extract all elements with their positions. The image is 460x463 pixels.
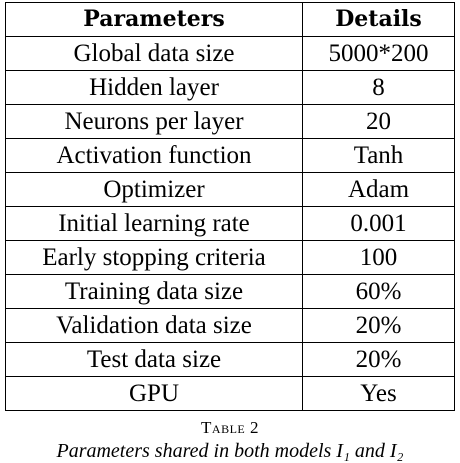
parameter-cell: Global data size <box>5 36 303 71</box>
parameter-cell: GPU <box>5 376 303 411</box>
detail-cell: Adam <box>302 172 455 207</box>
parameter-cell: Activation function <box>5 138 303 173</box>
parameter-cell: Neurons per layer <box>5 104 303 139</box>
detail-cell: 20 <box>302 104 455 139</box>
detail-cell: 0.001 <box>302 206 455 241</box>
table-row: Test data size 20% <box>5 342 455 377</box>
header-cell: Details <box>302 2 455 37</box>
table-row: Activation function Tanh <box>5 138 455 173</box>
detail-cell: 60% <box>302 274 455 309</box>
detail-cell: Tanh <box>302 138 455 173</box>
detail-cell: 20% <box>302 308 455 343</box>
table-row: Training data size 60% <box>5 274 455 309</box>
table-label: Table 2 <box>201 418 259 437</box>
table-row: Hidden layer 8 <box>5 70 455 105</box>
parameter-cell: Initial learning rate <box>5 206 303 241</box>
detail-cell: Yes <box>302 376 455 411</box>
parameter-cell: Hidden layer <box>5 70 303 105</box>
parameters-table: Parameters Details Global data size 5000*2… <box>5 2 455 411</box>
parameter-cell: Test data size <box>5 342 303 377</box>
detail-cell: 5000*200 <box>302 36 455 71</box>
table-caption: Parameters shared in both models I₁ and … <box>56 440 404 462</box>
detail-cell: 20% <box>302 342 455 377</box>
table-row: GPU Yes <box>5 376 455 411</box>
table-row: Neurons per layer 20 <box>5 104 455 139</box>
header-row: Parameters Details <box>5 2 455 37</box>
parameter-cell: Validation data size <box>5 308 303 343</box>
detail-cell: 8 <box>302 70 455 105</box>
parameter-cell: Training data size <box>5 274 303 309</box>
table-body: Global data size 5000*200 Hidden layer 8 Neu… <box>5 36 455 411</box>
header-cell: Parameters <box>5 2 303 37</box>
detail-cell: 100 <box>302 240 455 275</box>
table-row: Global data size 5000*200 <box>5 36 455 71</box>
parameter-cell: Early stopping criteria <box>5 240 303 275</box>
table-row: Initial learning rate 0.001 <box>5 206 455 241</box>
table-row: Optimizer Adam <box>5 172 455 207</box>
table-row: Early stopping criteria 100 <box>5 240 455 275</box>
table-row: Validation data size 20% <box>5 308 455 343</box>
parameter-cell: Optimizer <box>5 172 303 207</box>
